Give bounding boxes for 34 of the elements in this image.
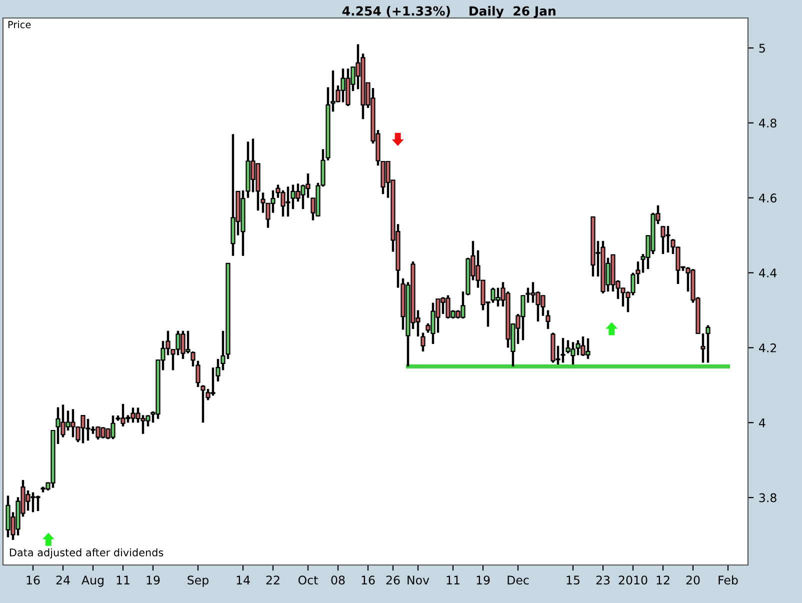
annotation: Price (8, 20, 31, 28)
x-tick-label: Nov (408, 576, 430, 585)
x-tick-label: 22 (266, 576, 280, 584)
x-tick-label: 20 (686, 576, 700, 585)
y-tick-label: 4.4 (758, 268, 777, 278)
x-tick-label: 19 (476, 576, 490, 585)
candlestick (546, 309, 550, 330)
x-tick-label: 16 (26, 576, 40, 585)
x-tick-label: 16 (362, 576, 375, 585)
y-tick-label: 4.6 (758, 194, 776, 202)
x-tick-label: 26 (386, 576, 400, 585)
y-tick-label: 3.8 (759, 493, 776, 502)
x-tick-label: 14 (236, 576, 250, 584)
x-tick-label: Oct (298, 576, 318, 585)
x-tick-label: 11 (446, 576, 460, 584)
x-tick-label: 24 (56, 576, 70, 584)
x-tick-label: Dec (508, 576, 529, 585)
x-tick-label: 12 (656, 576, 670, 584)
annotation: Data adjusted after dividends (10, 548, 164, 558)
x-tick-label: 11 (116, 576, 130, 584)
y-tick-label: 4 (758, 418, 766, 428)
x-tick-label: Sep (188, 576, 208, 587)
chart-title: 4.254 (+1.33%) Daily 26 Jan (342, 6, 556, 18)
y-tick-label: 4.8 (758, 118, 776, 128)
y-tick-label: 4.2 (758, 343, 776, 352)
x-tick-label: 15 (566, 576, 580, 585)
x-tick-label: 08 (331, 576, 345, 585)
x-tick-label: 19 (146, 576, 160, 585)
candlestick (420, 332, 426, 353)
y-tick-label: 5 (759, 44, 765, 53)
x-tick-label: 2010 (618, 576, 648, 585)
x-tick-label: 23 (596, 576, 610, 585)
x-tick-label: Aug (82, 576, 104, 587)
x-tick-label: Feb (718, 575, 738, 585)
